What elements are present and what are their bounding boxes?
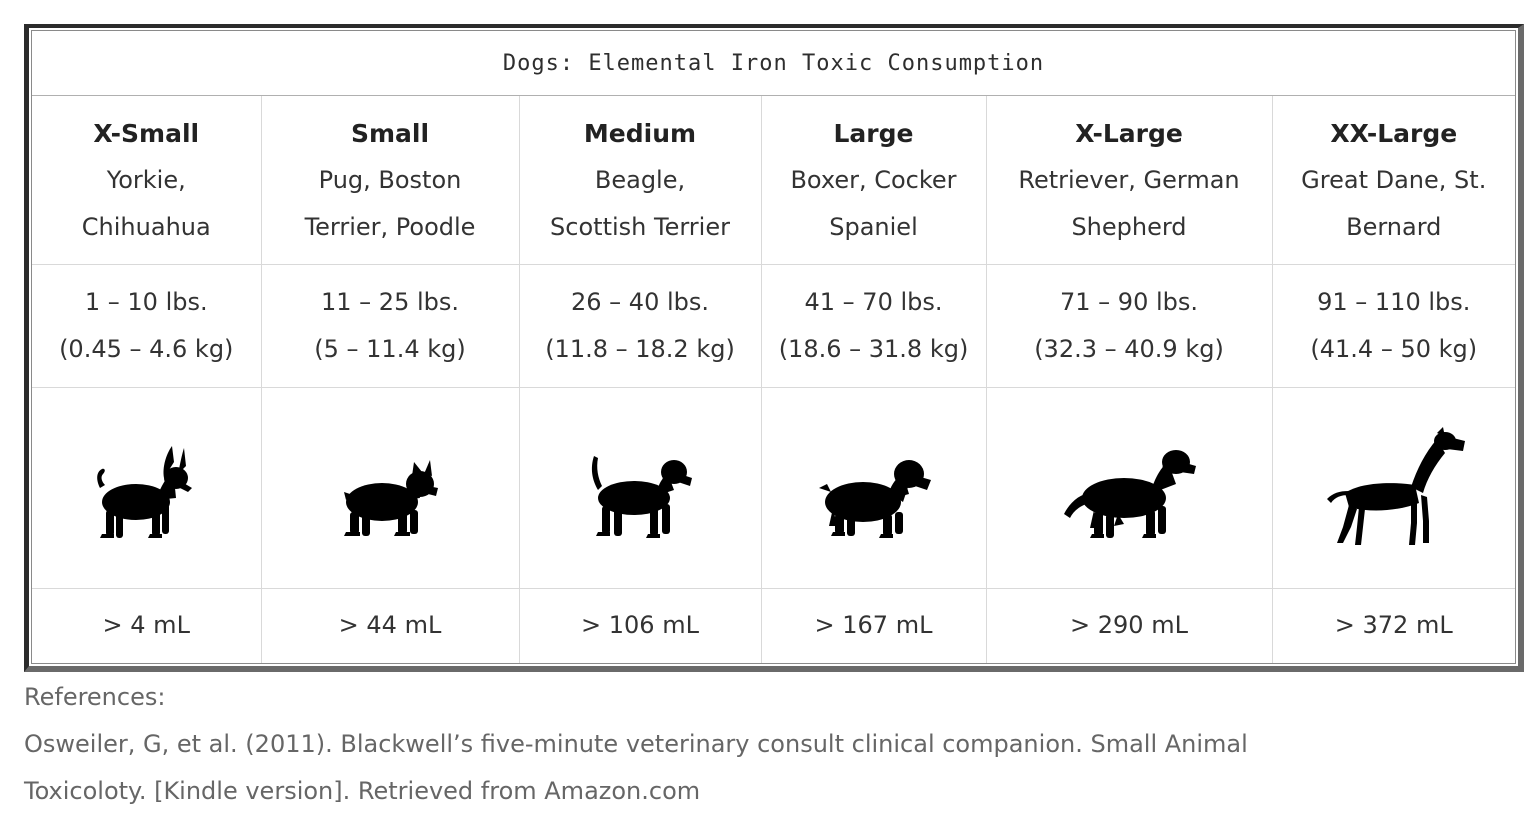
size-label: X-Large bbox=[1075, 118, 1183, 148]
weight-cell: 26 – 40 lbs. (11.8 – 18.2 kg) bbox=[518, 264, 761, 387]
size-cell-medium: Medium Beagle, Scottish Terrier bbox=[518, 94, 761, 265]
size-cell-x-large: X-Large Retriever, German Shepherd bbox=[985, 94, 1272, 265]
cocker-spaniel-silhouette-icon bbox=[818, 459, 931, 538]
weight-kg: (41.4 – 50 kg) bbox=[1310, 334, 1478, 363]
breeds-line: Pug, Boston bbox=[318, 165, 462, 194]
weight-kg: (0.45 – 4.6 kg) bbox=[59, 334, 234, 363]
table-frame: Dogs: Elemental Iron Toxic Consumption X… bbox=[24, 24, 1524, 672]
dose-cell: > 44 mL bbox=[260, 587, 519, 663]
beagle-silhouette-icon bbox=[591, 455, 692, 538]
reference-citation-line: Osweiler, G, et al. (2011). Blackwell’s … bbox=[24, 730, 1248, 758]
reference-citation-line: Toxicoloty. [Kindle version]. Retrieved … bbox=[24, 777, 701, 805]
references-section: References: Osweiler, G, et al. (2011). … bbox=[24, 674, 1504, 815]
retriever-silhouette-icon bbox=[1064, 449, 1196, 538]
weight-lbs: 26 – 40 lbs. bbox=[571, 287, 709, 316]
silhouette-cell bbox=[985, 386, 1272, 589]
dose-row: > 4 mL > 44 mL > 106 mL > 167 mL > 290 m… bbox=[32, 587, 1516, 663]
references-heading: References: bbox=[24, 683, 166, 711]
dose-cell: > 4 mL bbox=[32, 587, 261, 663]
weight-lbs: 91 – 110 lbs. bbox=[1317, 287, 1471, 316]
breeds-line: Shepherd bbox=[1071, 212, 1187, 241]
iron-toxicity-table: Dogs: Elemental Iron Toxic Consumption X… bbox=[32, 31, 1516, 663]
weight-row: 1 – 10 lbs. (0.45 – 4.6 kg) 11 – 25 lbs.… bbox=[32, 264, 1516, 387]
breeds-line: Retriever, German bbox=[1018, 165, 1240, 194]
size-cell-large: Large Boxer, Cocker Spaniel bbox=[760, 94, 986, 265]
silhouette-cell bbox=[32, 386, 261, 589]
silhouette-cell bbox=[518, 386, 761, 589]
dose-cell: > 167 mL bbox=[760, 587, 986, 663]
boston-terrier-silhouette-icon bbox=[344, 459, 438, 536]
breeds-line: Spaniel bbox=[829, 212, 918, 241]
weight-cell: 41 – 70 lbs. (18.6 – 31.8 kg) bbox=[760, 264, 986, 387]
size-label: X-Small bbox=[93, 118, 200, 148]
dose-cell: > 106 mL bbox=[518, 587, 761, 663]
breeds-line: Yorkie, bbox=[106, 165, 186, 194]
small-terrier-silhouette-icon bbox=[97, 445, 193, 538]
breeds-line: Boxer, Cocker bbox=[790, 165, 957, 194]
silhouette-row bbox=[32, 386, 1516, 589]
breeds-line: Chihuahua bbox=[81, 212, 211, 241]
table-inner-border: Dogs: Elemental Iron Toxic Consumption X… bbox=[31, 30, 1516, 664]
weight-cell: 91 – 110 lbs. (41.4 – 50 kg) bbox=[1271, 264, 1516, 387]
weight-cell: 1 – 10 lbs. (0.45 – 4.6 kg) bbox=[32, 264, 261, 387]
breeds-line: Bernard bbox=[1346, 212, 1442, 241]
silhouette-cell bbox=[1271, 386, 1516, 589]
weight-kg: (18.6 – 31.8 kg) bbox=[778, 334, 969, 363]
breeds-line: Great Dane, St. bbox=[1301, 165, 1487, 194]
size-cell-xx-large: XX-Large Great Dane, St. Bernard bbox=[1271, 94, 1516, 265]
silhouette-cell bbox=[260, 386, 519, 589]
size-label: Small bbox=[350, 118, 430, 148]
weight-cell: 11 – 25 lbs. (5 – 11.4 kg) bbox=[260, 264, 519, 387]
table-title: Dogs: Elemental Iron Toxic Consumption bbox=[32, 31, 1516, 96]
weight-kg: (32.3 – 40.9 kg) bbox=[1034, 334, 1224, 363]
breeds-line: Beagle, bbox=[594, 165, 686, 194]
weight-cell: 71 – 90 lbs. (32.3 – 40.9 kg) bbox=[985, 264, 1272, 387]
silhouette-cell bbox=[760, 386, 986, 589]
breeds-line: Scottish Terrier bbox=[550, 212, 730, 241]
weight-lbs: 11 – 25 lbs. bbox=[321, 287, 459, 316]
dose-cell: > 290 mL bbox=[985, 587, 1272, 663]
size-header-row: X-Small Yorkie, Chihuahua Small Pug, Bos… bbox=[32, 94, 1516, 265]
breeds-line: Terrier, Poodle bbox=[304, 212, 476, 241]
size-label: XX-Large bbox=[1330, 118, 1458, 148]
weight-lbs: 1 – 10 lbs. bbox=[84, 287, 208, 316]
weight-lbs: 71 – 90 lbs. bbox=[1060, 287, 1198, 316]
weight-kg: (5 – 11.4 kg) bbox=[314, 334, 466, 363]
weight-lbs: 41 – 70 lbs. bbox=[804, 287, 943, 316]
great-dane-silhouette-icon bbox=[1326, 426, 1465, 545]
size-label: Large bbox=[833, 118, 914, 148]
weight-kg: (11.8 – 18.2 kg) bbox=[545, 334, 735, 363]
dose-cell: > 372 mL bbox=[1271, 587, 1516, 663]
size-label: Medium bbox=[583, 118, 697, 148]
size-cell-small: Small Pug, Boston Terrier, Poodle bbox=[260, 94, 519, 265]
size-cell-x-small: X-Small Yorkie, Chihuahua bbox=[32, 94, 261, 265]
